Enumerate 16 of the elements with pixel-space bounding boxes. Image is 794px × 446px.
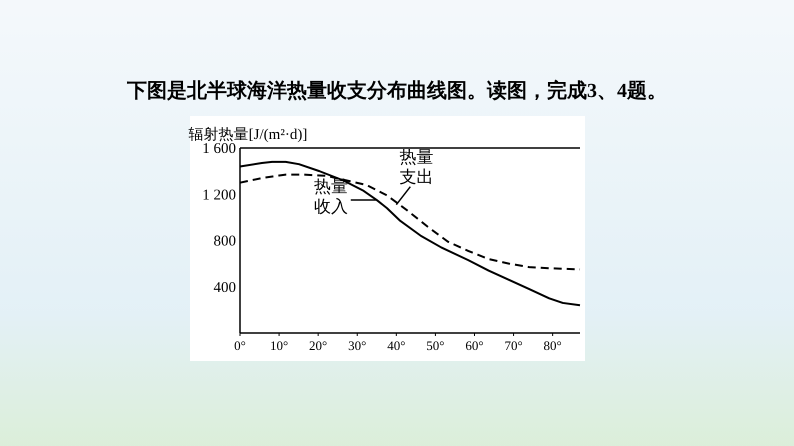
y-tick-label: 400 bbox=[214, 280, 236, 296]
x-tick-label: 20° bbox=[309, 338, 328, 353]
y-tick-label: 800 bbox=[214, 234, 236, 250]
x-tick-label: 30° bbox=[348, 338, 366, 353]
x-tick-label: 80° bbox=[544, 338, 562, 353]
x-tick-label: 10° bbox=[270, 338, 288, 353]
x-tick-label: 60° bbox=[465, 338, 484, 353]
y-axis-title: 辐射热量[J/(m²·d)] bbox=[188, 126, 308, 143]
x-tick-label: 0° bbox=[234, 338, 246, 353]
y-tick-label: 1 200 bbox=[202, 187, 236, 204]
chart-title: 下图是北半球海洋热量收支分布曲线图。读图，完成3、4题。 bbox=[126, 79, 667, 102]
x-tick-label: 50° bbox=[426, 338, 445, 353]
y-tick-label: 1 600 bbox=[202, 141, 236, 157]
x-tick-label: 40° bbox=[387, 338, 406, 353]
annotation: 热量支出 bbox=[399, 148, 434, 187]
x-tick-label: 70° bbox=[504, 338, 523, 353]
